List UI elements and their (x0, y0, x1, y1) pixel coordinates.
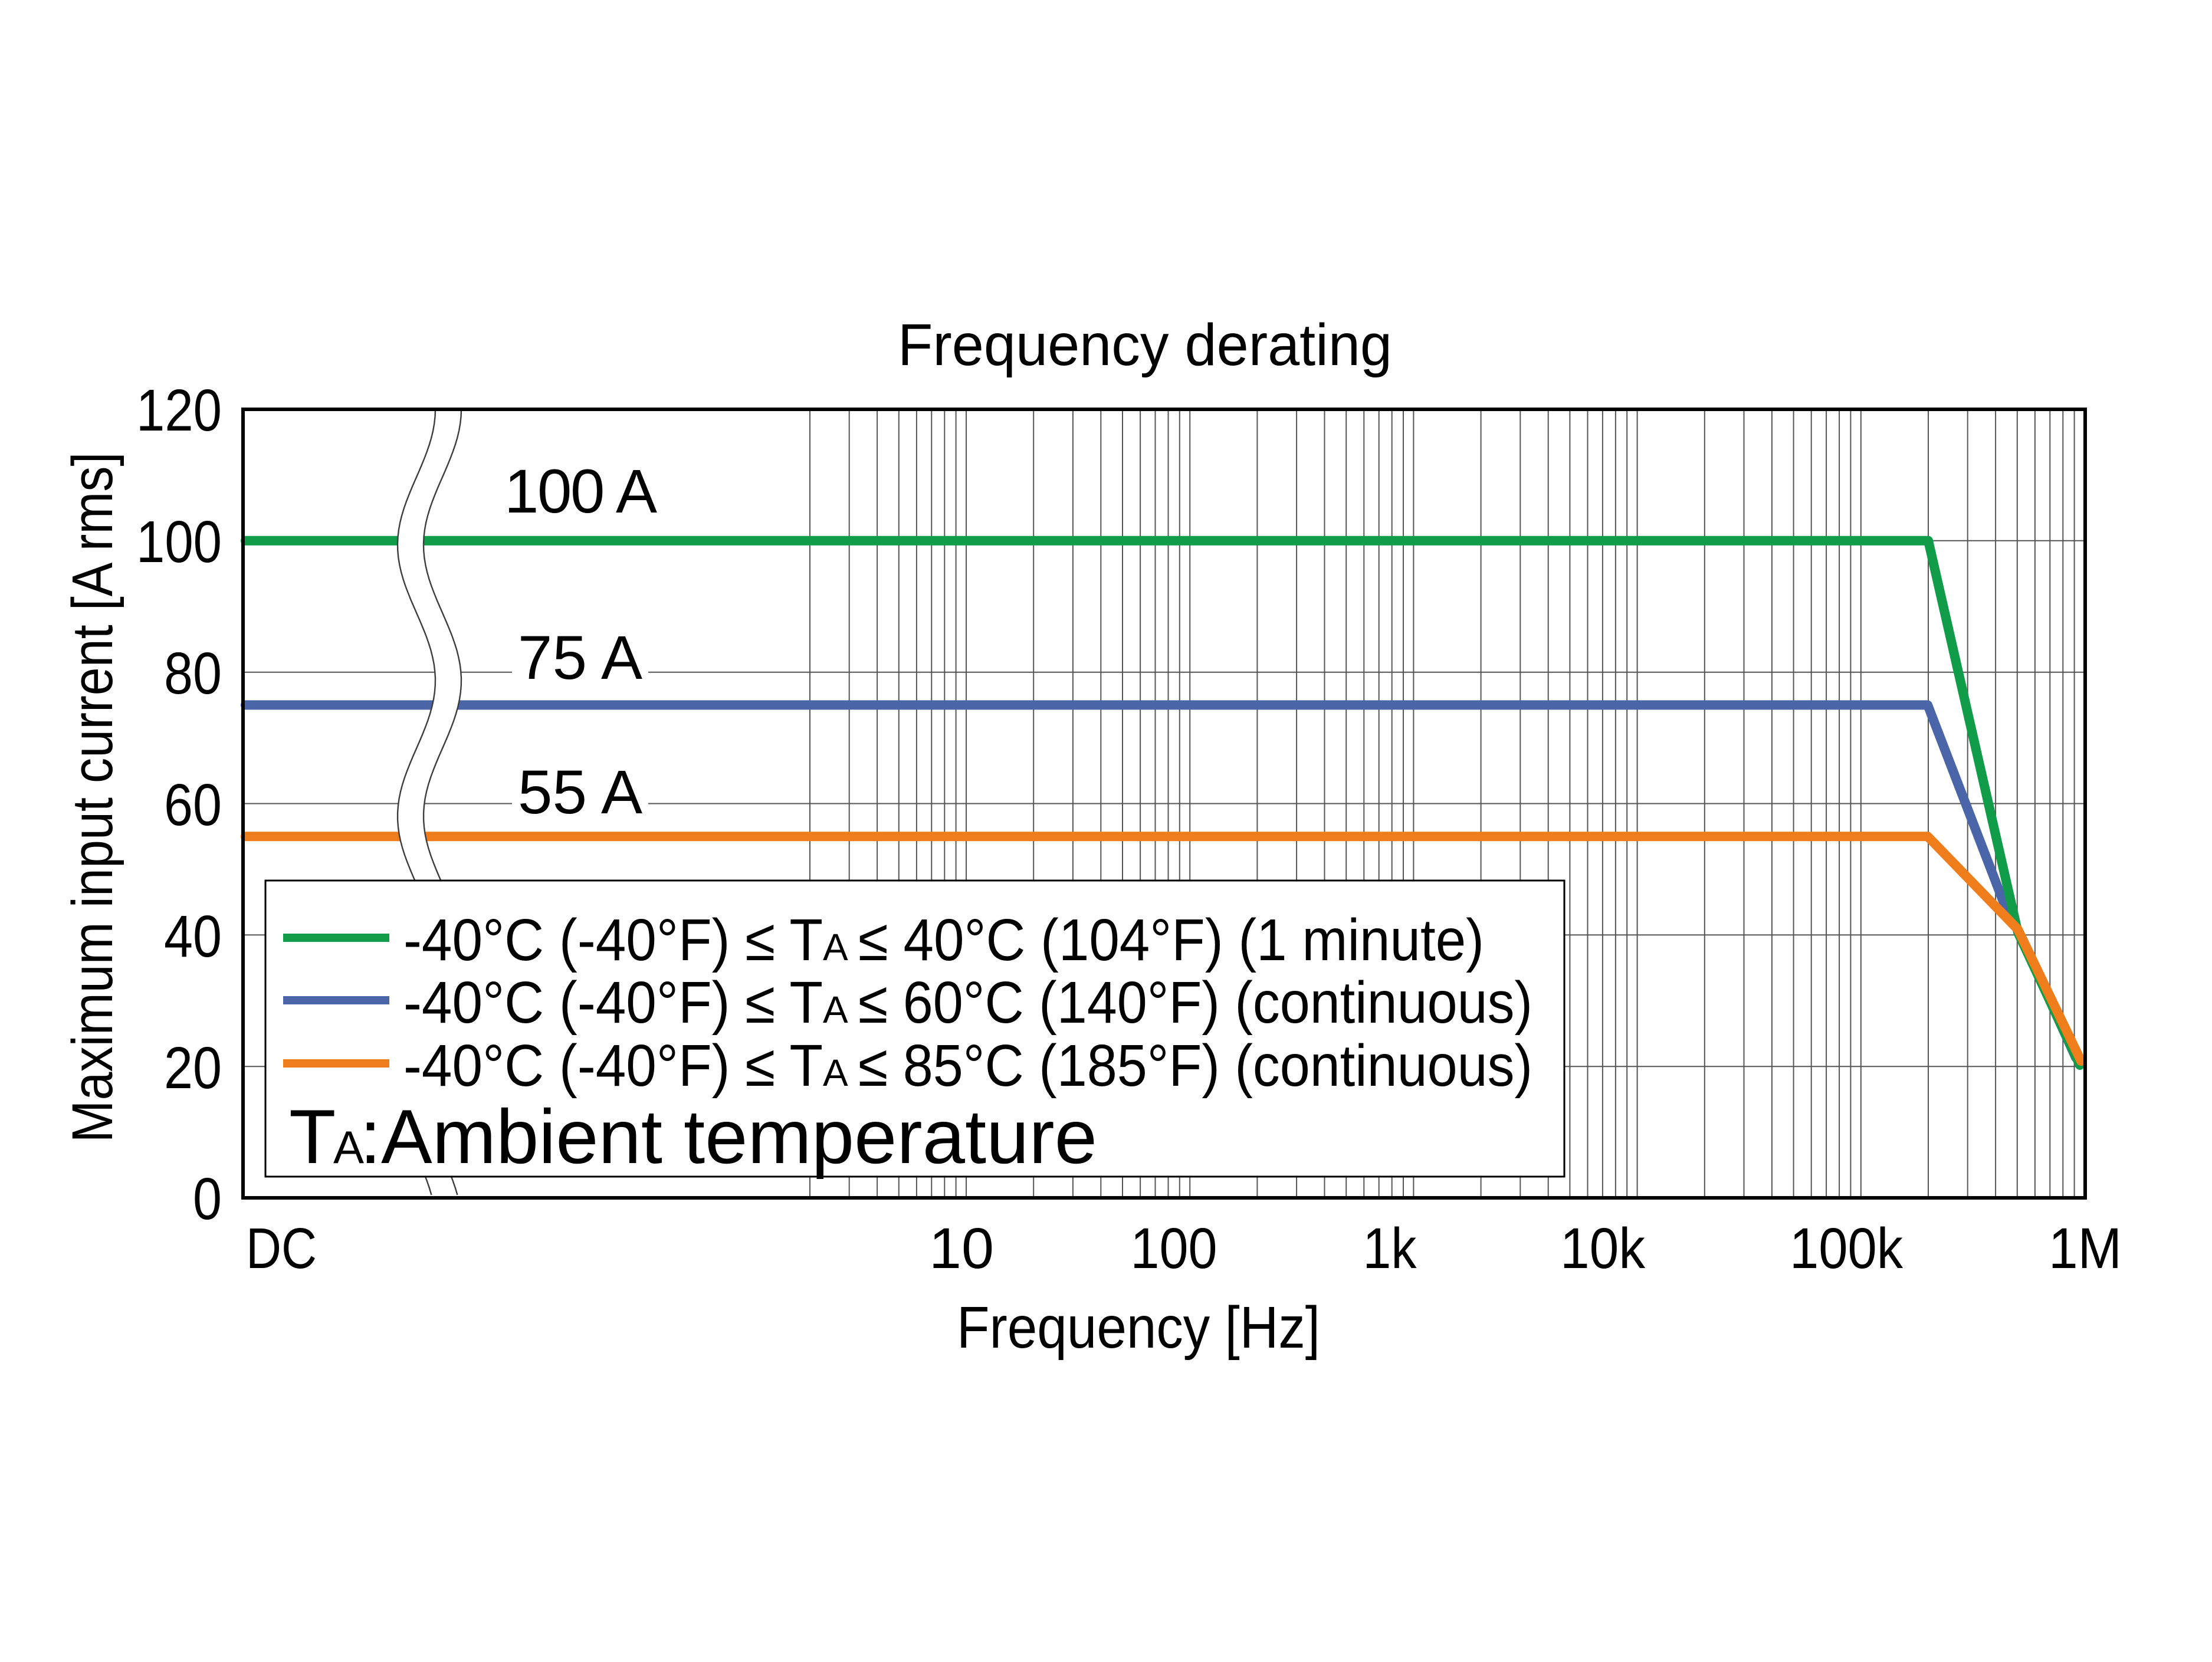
svg-text:1k: 1k (1363, 1216, 1417, 1280)
svg-text:75 A: 75 A (518, 623, 642, 692)
svg-text:55 A: 55 A (518, 758, 642, 827)
svg-text:10: 10 (929, 1216, 994, 1280)
svg-text:80: 80 (164, 641, 222, 707)
svg-text:100k: 100k (1790, 1216, 1903, 1280)
svg-text:Maximum input current [A rms]: Maximum input current [A rms] (60, 452, 124, 1143)
svg-text:100: 100 (136, 509, 222, 575)
svg-text:≤ 40°C (104°F) (1 minute): ≤ 40°C (104°F) (1 minute) (858, 907, 1484, 973)
svg-text::: : (360, 1093, 381, 1180)
svg-text:100: 100 (1131, 1216, 1217, 1280)
svg-text:40: 40 (164, 904, 222, 970)
svg-text:100 A: 100 A (504, 457, 657, 526)
svg-text:120: 120 (136, 377, 222, 444)
svg-text:1M: 1M (2049, 1216, 2122, 1280)
svg-text:60: 60 (164, 772, 222, 838)
svg-text:T: T (289, 1093, 336, 1180)
svg-text:Frequency derating: Frequency derating (898, 312, 1392, 378)
svg-text:0: 0 (193, 1166, 222, 1232)
svg-text:A: A (823, 1052, 848, 1094)
svg-text:≤ 85°C (185°F) (continuous): ≤ 85°C (185°F) (continuous) (858, 1033, 1532, 1099)
svg-text:-40°C (-40°F) ≤ T: -40°C (-40°F) ≤ T (403, 970, 823, 1036)
svg-text:A: A (823, 926, 848, 968)
svg-text:≤ 60°C (140°F) (continuous): ≤ 60°C (140°F) (continuous) (858, 970, 1532, 1036)
svg-text:A: A (823, 988, 848, 1031)
svg-text:10k: 10k (1560, 1216, 1645, 1280)
svg-text:Frequency [Hz]: Frequency [Hz] (957, 1295, 1320, 1361)
svg-text:Ambient temperature: Ambient temperature (381, 1093, 1097, 1180)
svg-text:DC: DC (246, 1216, 317, 1280)
svg-text:-40°C (-40°F) ≤ T: -40°C (-40°F) ≤ T (403, 1033, 823, 1099)
svg-text:20: 20 (164, 1035, 222, 1101)
svg-text:A: A (333, 1121, 364, 1173)
svg-text:-40°C (-40°F) ≤ T: -40°C (-40°F) ≤ T (403, 907, 823, 973)
